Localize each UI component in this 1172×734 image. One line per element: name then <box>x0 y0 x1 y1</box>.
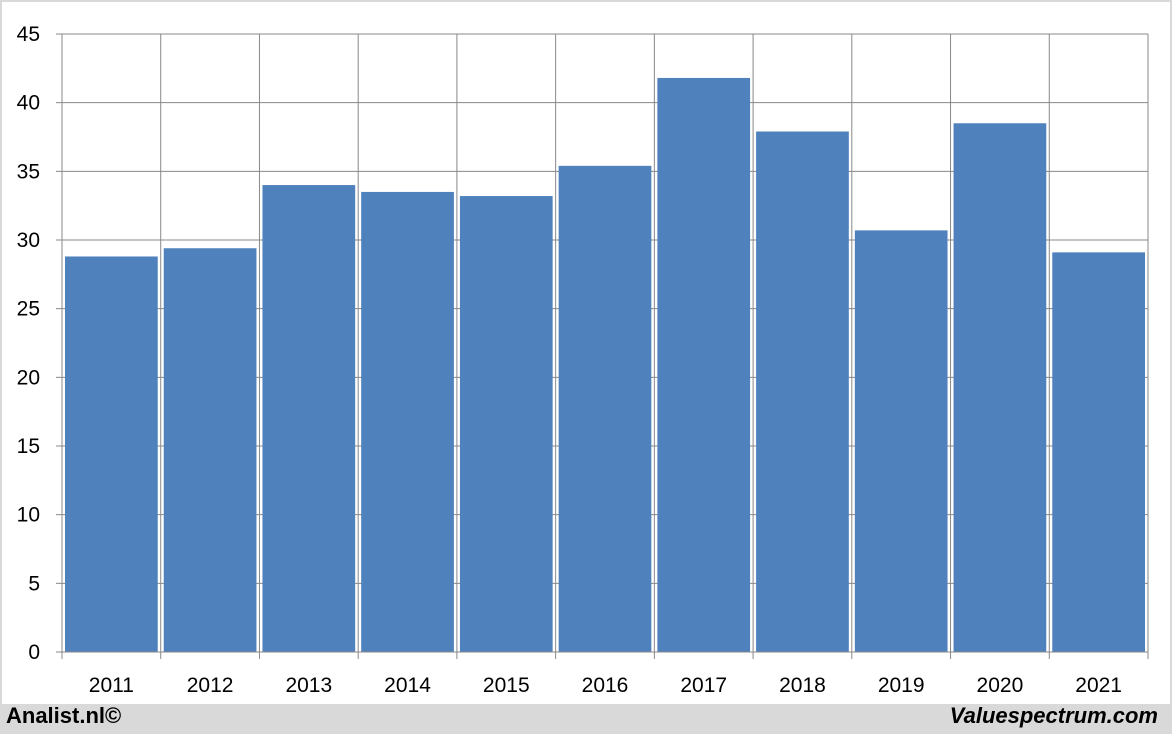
y-tick-label: 15 <box>17 435 40 458</box>
bar-2011 <box>65 256 158 652</box>
y-tick-label: 10 <box>17 504 40 527</box>
y-tick-label: 25 <box>17 298 40 321</box>
x-tick-label: 2012 <box>187 674 234 697</box>
y-tick-label: 5 <box>28 572 40 595</box>
y-tick-label: 40 <box>17 92 40 115</box>
x-tick-label: 2014 <box>384 674 431 697</box>
x-tick-label: 2016 <box>582 674 629 697</box>
y-tick-label: 35 <box>17 160 40 183</box>
x-tick-label: 2019 <box>878 674 925 697</box>
bar-2021 <box>1052 252 1145 653</box>
bar-2014 <box>361 191 454 652</box>
bar-2015 <box>459 196 553 652</box>
y-tick-label: 20 <box>17 366 40 389</box>
bar-2019 <box>854 230 948 653</box>
source-credit-right: Valuespectrum.com <box>949 703 1158 728</box>
y-tick-label: 45 <box>17 23 40 46</box>
bar-2016 <box>558 165 652 652</box>
source-credit-left: Analist.nl© <box>6 703 122 728</box>
bar-layer <box>65 77 1145 653</box>
x-tick-label: 2017 <box>680 674 727 697</box>
bar-2020 <box>953 123 1047 653</box>
x-tick-label: 2020 <box>977 674 1024 697</box>
bar-2013 <box>262 185 356 653</box>
x-tick-label: 2013 <box>285 674 332 697</box>
x-tick-label: 2021 <box>1075 674 1122 697</box>
bar-2017 <box>657 77 751 653</box>
x-tick-label: 2015 <box>483 674 530 697</box>
bar-2018 <box>756 131 849 653</box>
x-tick-label: 2018 <box>779 674 826 697</box>
bar-2012 <box>163 248 257 653</box>
x-tick-label: 2011 <box>89 674 134 697</box>
y-tick-label: 0 <box>28 641 40 664</box>
label-layer: 0 5 10 15 20 25 30 35 40 45 2011 2012 2013 2014 2015 20… <box>17 23 1122 697</box>
y-tick-label: 30 <box>17 229 40 252</box>
axis-layer <box>56 33 1149 659</box>
